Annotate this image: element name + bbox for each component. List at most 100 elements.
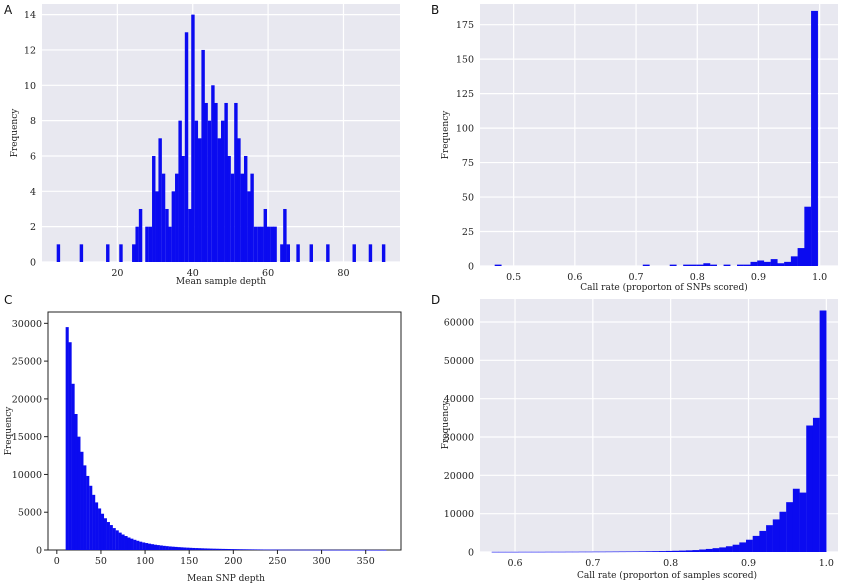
panel-c-bar-17	[115, 530, 119, 550]
panel-c-bar-32	[159, 545, 163, 550]
panel-d-bar-6	[531, 551, 539, 553]
panel-a-bar-25	[204, 102, 208, 263]
panel-d-bar-47	[806, 425, 814, 552]
panel-c-bar-74	[283, 549, 287, 551]
panel-c-bar-85	[315, 549, 319, 551]
panel-a-bar-47	[280, 244, 284, 262]
panel-b-bar-29	[689, 264, 697, 266]
panel-c-bar-4	[77, 436, 81, 550]
panel-a-letter: A	[4, 3, 13, 17]
panel-c-bar-87	[321, 549, 325, 551]
panel-b-bar-42	[777, 263, 785, 266]
panel-a-y-tick-label-4: 8	[30, 116, 36, 127]
panel-d-bar-43	[779, 511, 787, 552]
panel-c-bar-33	[162, 545, 166, 550]
panel-b-x-axis-label: Call rate (proporton of SNPs scored)	[580, 282, 747, 293]
panel-b-y-tick-label-1: 25	[462, 227, 474, 238]
panel-c-x-tick-label-6: 300	[313, 556, 331, 567]
panel-d-histogram: D 0.6 0.7 0.8 0.9 1.0 0 10000 20000 30000 40000 5…	[431, 293, 838, 581]
panel-d-y-tick-label-1: 10000	[444, 509, 474, 520]
panel-d-bar-42	[772, 519, 780, 552]
panel-c-bar-108	[383, 549, 387, 551]
panel-c-bar-99	[356, 549, 360, 551]
panel-a-bar-15	[171, 191, 176, 262]
panel-b-x-tick-label-0: 0.5	[506, 272, 521, 283]
panel-d-bar-37	[739, 542, 747, 552]
panel-d-bar-41	[766, 525, 773, 552]
panel-a-bar-24	[201, 49, 205, 262]
panel-d-bar-12	[571, 551, 579, 553]
panel-d-bar-48	[812, 417, 820, 552]
panel-c-bar-24	[136, 540, 140, 550]
panel-d-x-axis-label: Call rate (proporton of samples scored)	[577, 570, 757, 581]
panel-d-bar-35	[725, 546, 733, 552]
panel-d-bar-10	[558, 551, 566, 553]
panel-c-bar-94	[342, 549, 346, 551]
panel-c-bar-96	[348, 549, 352, 551]
panel-c-bar-36	[171, 546, 175, 550]
panel-c-bar-3	[74, 414, 78, 550]
panel-d-bar-38	[746, 539, 753, 552]
panel-c-bar-70	[271, 549, 275, 551]
panel-d-y-tick-label-4: 40000	[444, 394, 474, 405]
panel-c-bar-66	[259, 549, 263, 551]
panel-c-bar-82	[306, 549, 310, 551]
panel-a-bar-43	[263, 208, 268, 262]
panel-c-bar-72	[277, 549, 281, 551]
panel-c-bar-76	[289, 549, 293, 551]
panel-a-bar-9	[152, 155, 156, 262]
panel-a-y-tick-label-6: 12	[24, 45, 36, 56]
panel-c-bar-46	[200, 548, 205, 550]
panel-d-x-tick-label-2: 0.8	[663, 558, 678, 569]
panel-c-bar-88	[324, 549, 328, 551]
panel-c-bar-57	[233, 549, 237, 550]
panel-a-bar-40	[253, 226, 258, 262]
panel-c-bar-22	[130, 538, 134, 550]
panel-c-bars	[65, 327, 387, 551]
panel-c-bar-44	[195, 548, 199, 550]
panel-c-x-tick-label-3: 150	[180, 556, 198, 567]
panel-a-bar-38	[247, 191, 251, 262]
panel-c-bar-39	[180, 547, 184, 550]
panel-c-x-axis-label: Mean SNP depth	[187, 574, 265, 584]
panel-d-bar-45	[792, 488, 800, 552]
panel-c-bar-98	[353, 549, 358, 551]
panel-d-bar-28	[679, 550, 686, 552]
panel-d-bar-49	[819, 310, 827, 552]
panel-c-bar-101	[362, 549, 366, 551]
panel-a-bar-46	[273, 226, 277, 262]
panel-c-bar-2	[71, 383, 75, 550]
panel-c-x-tick-label-5: 250	[268, 556, 286, 567]
panel-c-bar-89	[327, 549, 331, 551]
panel-d-bar-9	[551, 551, 559, 553]
panel-d-bar-1	[498, 551, 506, 553]
panel-c-bar-14	[106, 522, 110, 550]
panel-c-bar-53	[221, 548, 225, 550]
panel-c-bar-86	[318, 549, 322, 551]
panel-a-bar-6	[138, 208, 143, 262]
panel-b-bar-43	[784, 261, 792, 266]
panel-a-x-ticks: 20 40 60 80	[111, 268, 349, 279]
panel-d-bar-2	[505, 551, 512, 553]
panel-a-bar-35	[237, 138, 241, 262]
panel-c-y-tick-label-0: 0	[36, 546, 42, 557]
panel-d-bar-7	[538, 551, 546, 553]
panel-d-bar-17	[605, 551, 613, 553]
panel-a-bar-29	[217, 138, 222, 262]
panel-d-bar-24	[652, 551, 660, 552]
panel-c-bar-104	[371, 549, 375, 551]
panel-c-bar-10	[95, 502, 99, 550]
panel-c-bar-11	[98, 508, 102, 550]
panel-a-histogram: A 20 40 60 80 0 2 4 6 8 10 12 14 Mean sample depth…	[4, 3, 400, 287]
panel-a-bar-19	[184, 32, 189, 262]
panel-b-grid	[480, 4, 838, 267]
panel-c-bar-20	[124, 536, 128, 550]
panel-b-y-ticks: 0 25 50 75 100 125 150 175	[456, 20, 474, 272]
panel-c-bar-45	[198, 548, 202, 550]
panel-b-bar-39	[757, 260, 765, 266]
panel-a-bar-27	[211, 85, 215, 262]
panel-c-bar-56	[230, 549, 234, 550]
panel-b-bar-30	[696, 264, 704, 266]
panel-d-bar-40	[759, 530, 767, 552]
panel-d-bar-30	[692, 550, 700, 552]
